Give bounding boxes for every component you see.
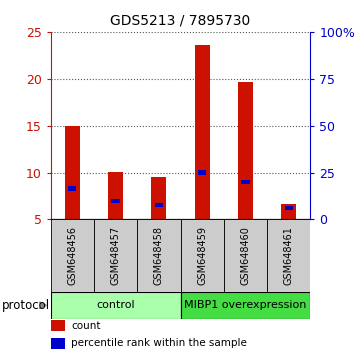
Text: GSM648459: GSM648459 [197, 226, 207, 285]
Bar [111, 199, 120, 203]
Bar [241, 180, 250, 184]
Bar [284, 206, 293, 210]
Bar [180, 219, 224, 292]
Title: GDS5213 / 7895730: GDS5213 / 7895730 [110, 14, 251, 28]
Text: count: count [71, 321, 101, 331]
Text: GSM648458: GSM648458 [154, 226, 164, 285]
Bar [51, 338, 65, 349]
Text: percentile rank within the sample: percentile rank within the sample [71, 338, 247, 348]
Bar [51, 320, 65, 331]
Text: GSM648461: GSM648461 [284, 226, 294, 285]
Bar [198, 170, 206, 175]
Bar [108, 172, 123, 219]
Bar [281, 204, 296, 219]
Bar [224, 219, 267, 292]
Bar [267, 219, 310, 292]
Bar [238, 81, 253, 219]
Text: GSM648460: GSM648460 [240, 226, 251, 285]
Text: protocol: protocol [2, 299, 50, 312]
Text: MIBP1 overexpression: MIBP1 overexpression [184, 300, 306, 310]
Text: GSM648456: GSM648456 [67, 226, 77, 285]
Text: control: control [96, 300, 135, 310]
Bar [94, 219, 137, 292]
Bar [155, 203, 163, 207]
Bar [51, 219, 94, 292]
Bar [68, 186, 77, 190]
Bar [180, 292, 310, 319]
Bar [51, 292, 180, 319]
Bar [151, 177, 166, 219]
Text: GSM648457: GSM648457 [110, 226, 121, 285]
Bar [137, 219, 180, 292]
Bar [195, 45, 210, 219]
Bar [65, 126, 80, 219]
